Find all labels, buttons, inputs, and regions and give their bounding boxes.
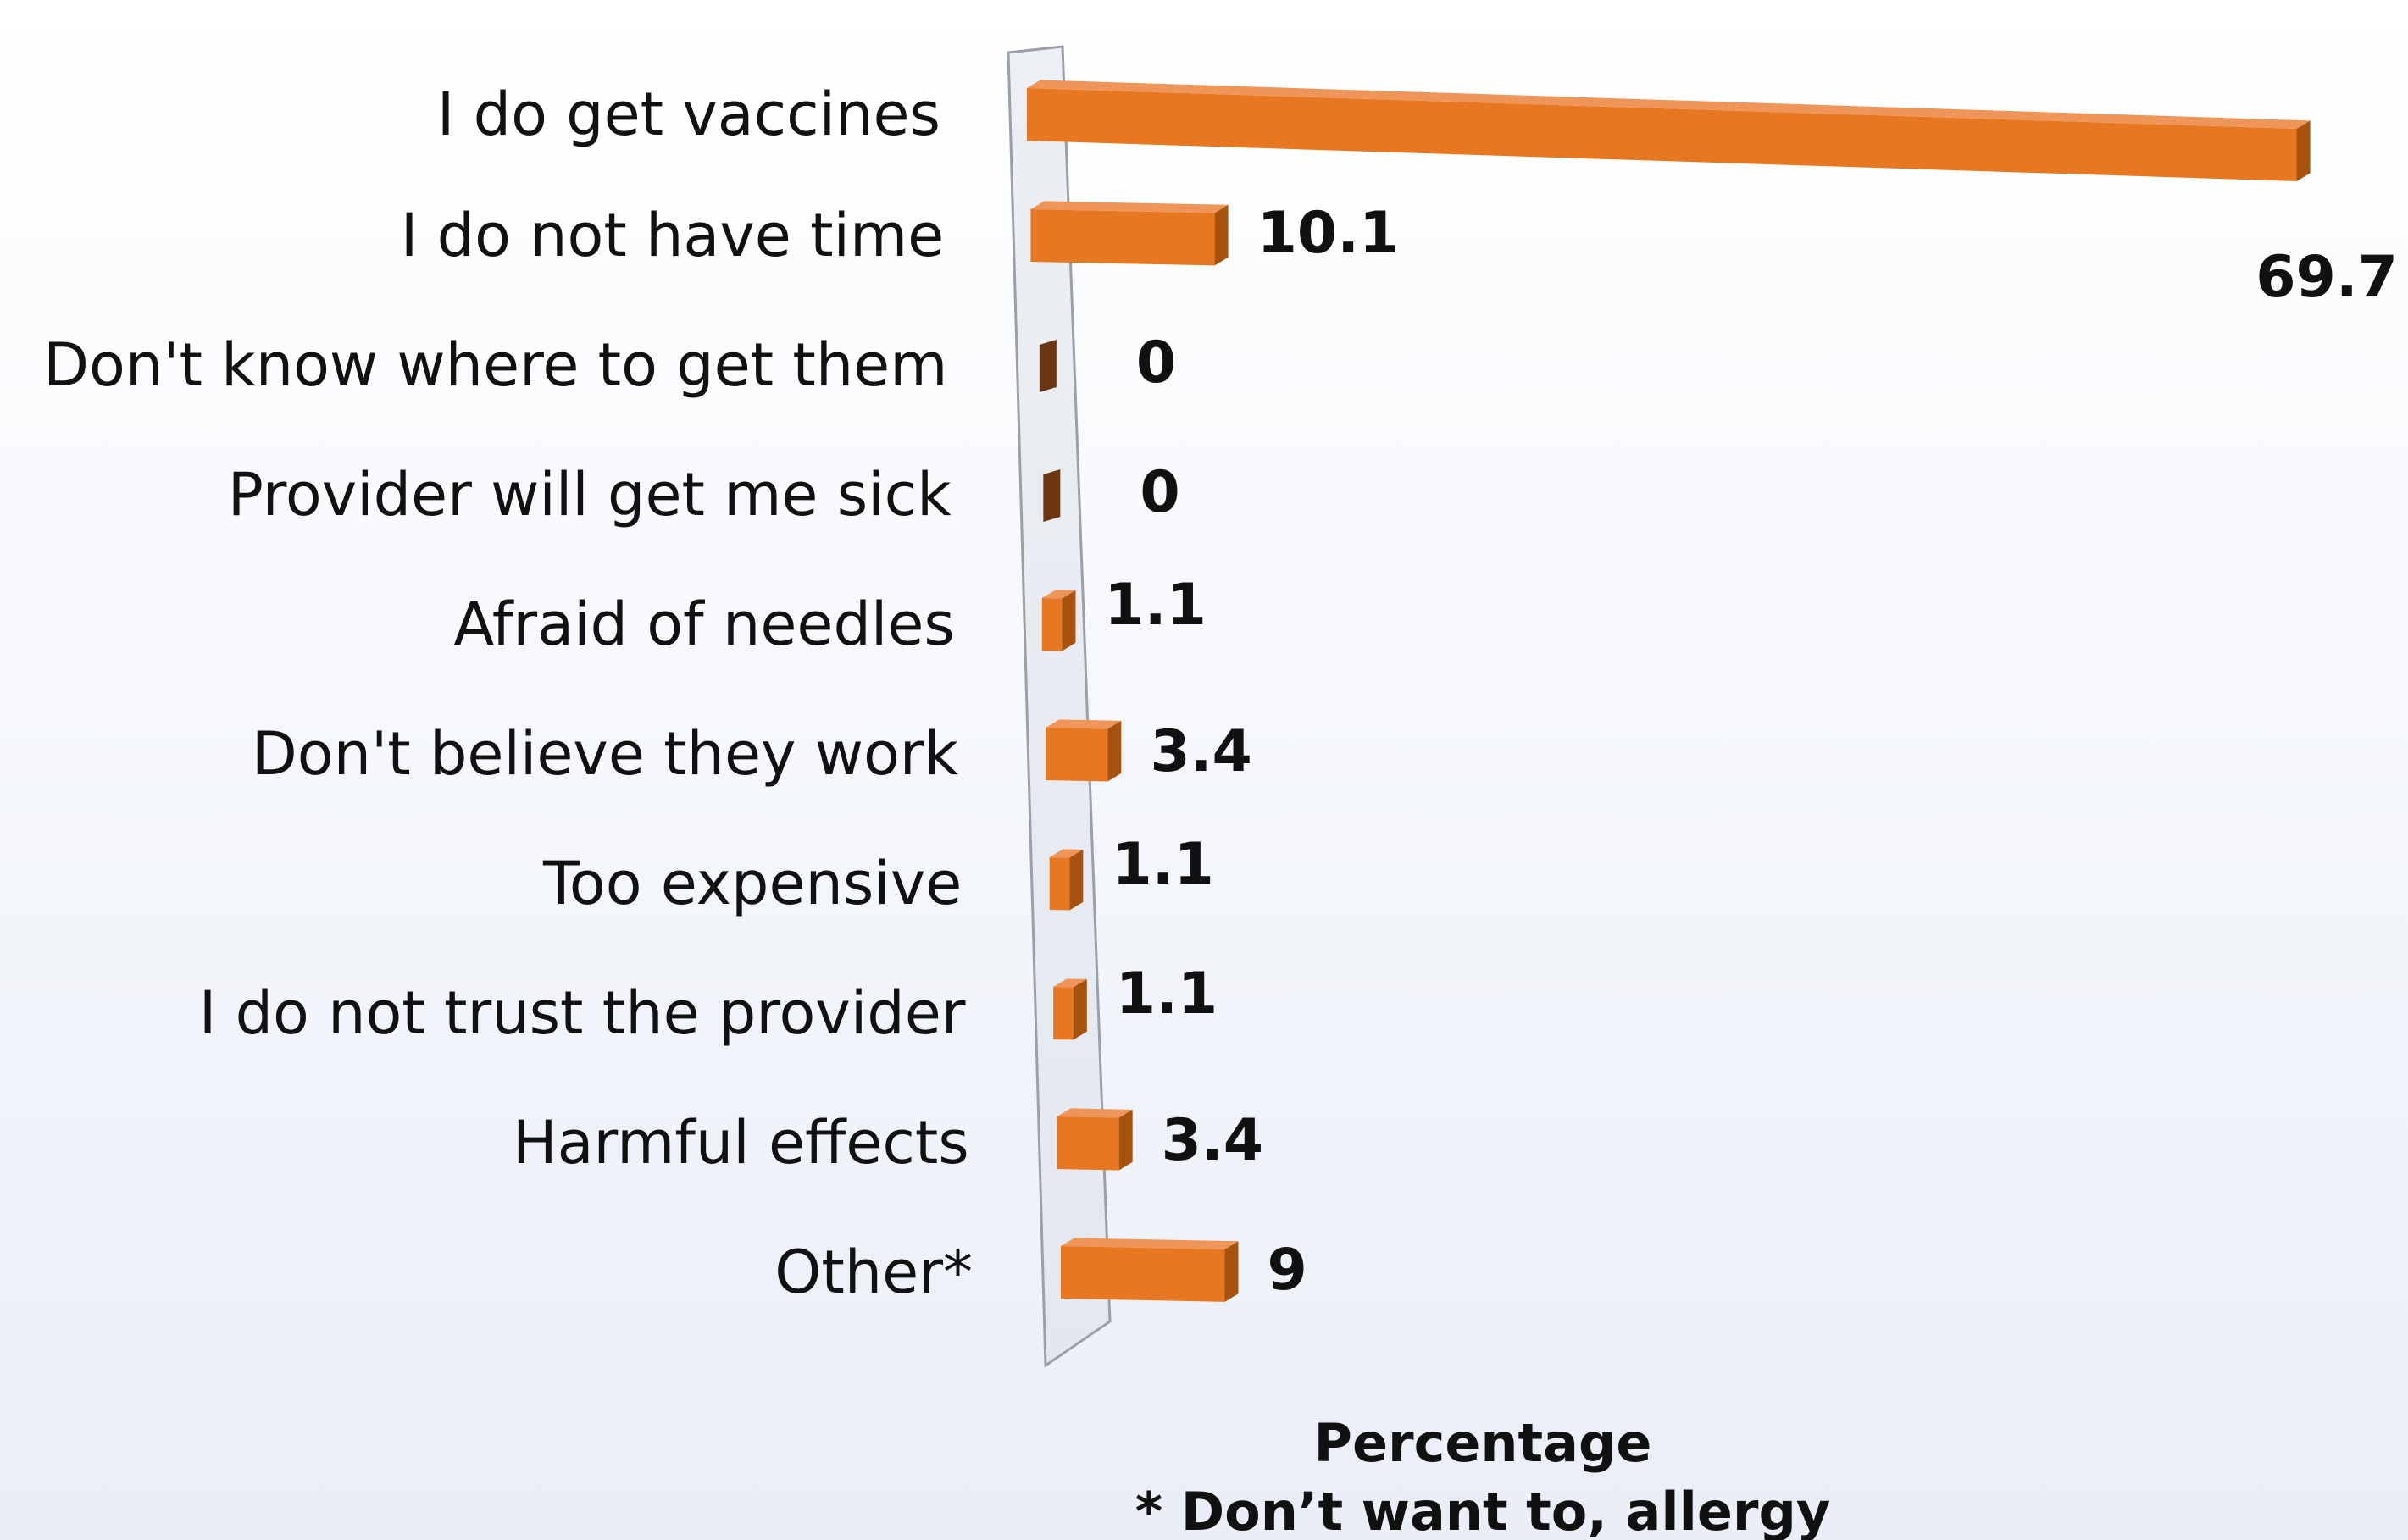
category-label: I do get vaccines — [437, 80, 940, 149]
bar-side-face — [1062, 590, 1076, 651]
bar — [1046, 719, 1122, 782]
data-label: 0 — [1140, 459, 1179, 526]
data-label: 3.4 — [1162, 1107, 1263, 1174]
bar-side-face — [1214, 204, 1229, 266]
bar-top-face — [1053, 978, 1087, 988]
bar-side-face — [1224, 1241, 1239, 1302]
data-label: 0 — [1136, 330, 1176, 396]
category-label: Harmful effects — [513, 1108, 969, 1177]
bar-top-face — [1057, 1108, 1133, 1118]
bar-front-face — [1053, 987, 1074, 1040]
data-label: 9 — [1268, 1237, 1307, 1304]
bar-front-face — [1061, 1246, 1225, 1302]
bar — [1053, 978, 1087, 1040]
category-label: Afraid of needles — [453, 590, 954, 659]
bar — [1041, 590, 1076, 651]
bar-top-face — [1030, 201, 1229, 213]
axis-wall — [1007, 45, 1112, 1368]
data-label: 1.1 — [1104, 572, 1206, 639]
category-label: Too expensive — [542, 849, 962, 918]
bar — [1030, 201, 1229, 266]
data-label: 10.1 — [1257, 200, 1400, 267]
bar — [1039, 340, 1057, 392]
bar — [1027, 80, 2311, 181]
bar-front-face — [1030, 209, 1215, 266]
bar-front-face — [1057, 1116, 1119, 1171]
bar-side-face — [1069, 849, 1084, 911]
bar-side-face — [2296, 120, 2311, 181]
bar-front-face — [1041, 598, 1063, 651]
category-label: Don't know where to get them — [43, 330, 947, 400]
bar-side-face — [1118, 1109, 1133, 1171]
data-label: 1.1 — [1116, 961, 1218, 1028]
bar-top-face — [1041, 590, 1076, 599]
bar-zero-sliver — [1039, 340, 1057, 392]
bar-top-face — [1046, 719, 1122, 729]
bar-top-face — [1049, 849, 1084, 858]
data-label: 69.7 — [2255, 244, 2398, 311]
category-label: Don't believe they work — [252, 719, 959, 789]
data-label: 3.4 — [1150, 718, 1251, 785]
bar-side-face — [1107, 720, 1122, 782]
bar-zero-sliver — [1043, 469, 1061, 522]
bar — [1043, 469, 1061, 522]
bar-front-face — [1049, 857, 1070, 911]
bar — [1049, 849, 1084, 911]
x-axis-title: Percentage — [1314, 1412, 1652, 1474]
bar-side-face — [1073, 978, 1087, 1040]
bar — [1057, 1108, 1133, 1171]
category-label: I do not trust the provider — [199, 978, 966, 1048]
category-label: Other* — [774, 1238, 973, 1307]
bar-front-face — [1046, 728, 1108, 782]
bar-front-face — [1027, 88, 2297, 181]
category-label: I do not have time — [401, 201, 944, 270]
bar-top-face — [1061, 1238, 1239, 1249]
data-label: 1.1 — [1112, 831, 1213, 898]
bar-top-face — [1027, 80, 2311, 129]
chart-footnote: * Don’t want to, allergy — [1135, 1481, 1831, 1540]
bar — [1061, 1238, 1239, 1302]
category-label: Provider will get me sick — [228, 460, 952, 529]
